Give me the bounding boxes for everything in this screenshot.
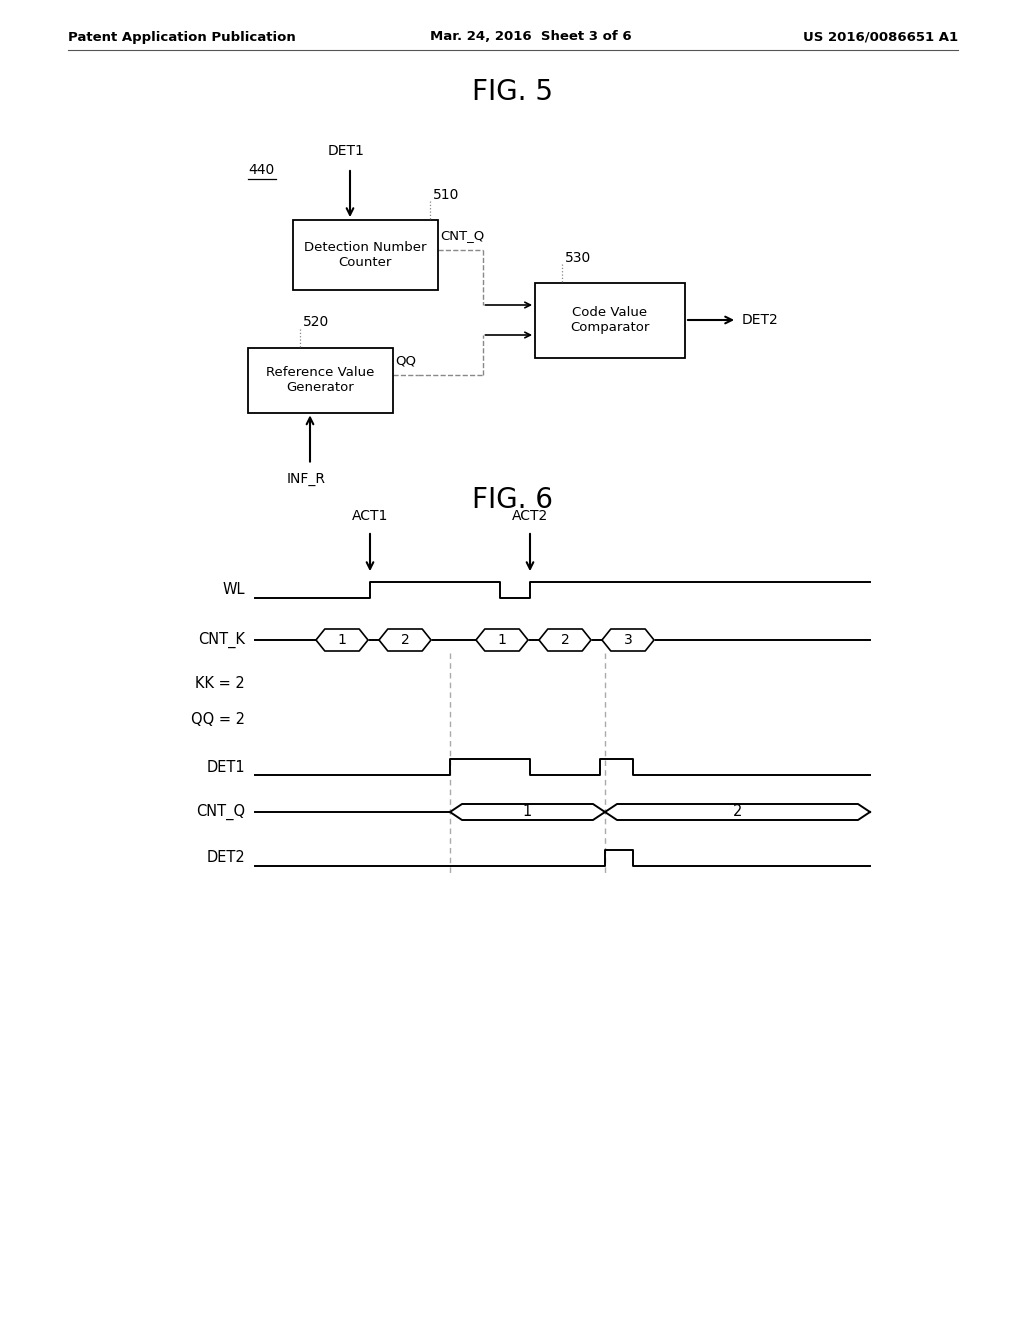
Text: 530: 530 [565, 251, 591, 264]
Text: FIG. 5: FIG. 5 [471, 78, 553, 106]
Polygon shape [605, 804, 870, 820]
Text: Code Value
Comparator: Code Value Comparator [570, 306, 649, 334]
Text: CNT_Q: CNT_Q [440, 228, 484, 242]
Text: 1: 1 [338, 634, 346, 647]
Text: WL: WL [222, 582, 245, 598]
Text: INF_R: INF_R [287, 473, 326, 487]
Text: 1: 1 [498, 634, 507, 647]
Text: 3: 3 [624, 634, 633, 647]
Text: Mar. 24, 2016  Sheet 3 of 6: Mar. 24, 2016 Sheet 3 of 6 [430, 30, 632, 44]
FancyBboxPatch shape [535, 282, 685, 358]
Text: 1: 1 [523, 804, 532, 820]
Text: CNT_K: CNT_K [198, 632, 245, 648]
Text: DET2: DET2 [206, 850, 245, 866]
Text: KK = 2: KK = 2 [196, 676, 245, 690]
Text: 2: 2 [560, 634, 569, 647]
Text: US 2016/0086651 A1: US 2016/0086651 A1 [803, 30, 958, 44]
Text: ACT1: ACT1 [352, 510, 388, 523]
Text: 510: 510 [432, 187, 459, 202]
FancyBboxPatch shape [248, 347, 392, 412]
Text: FIG. 6: FIG. 6 [471, 486, 553, 513]
Text: ACT2: ACT2 [512, 510, 548, 523]
Text: QQ = 2: QQ = 2 [191, 713, 245, 727]
Polygon shape [476, 630, 528, 651]
Text: Patent Application Publication: Patent Application Publication [68, 30, 296, 44]
Polygon shape [450, 804, 605, 820]
Text: Detection Number
Counter: Detection Number Counter [304, 242, 426, 269]
Polygon shape [316, 630, 368, 651]
Text: Reference Value
Generator: Reference Value Generator [266, 366, 374, 393]
Text: 2: 2 [400, 634, 410, 647]
Text: DET1: DET1 [207, 759, 245, 775]
Text: CNT_Q: CNT_Q [196, 804, 245, 820]
FancyBboxPatch shape [293, 220, 437, 290]
Polygon shape [379, 630, 431, 651]
Polygon shape [539, 630, 591, 651]
Polygon shape [602, 630, 654, 651]
Text: 2: 2 [733, 804, 742, 820]
Text: 520: 520 [302, 315, 329, 330]
Text: 440: 440 [248, 162, 274, 177]
Text: DET1: DET1 [328, 144, 365, 158]
Text: QQ: QQ [395, 354, 417, 367]
Text: DET2: DET2 [742, 313, 778, 327]
